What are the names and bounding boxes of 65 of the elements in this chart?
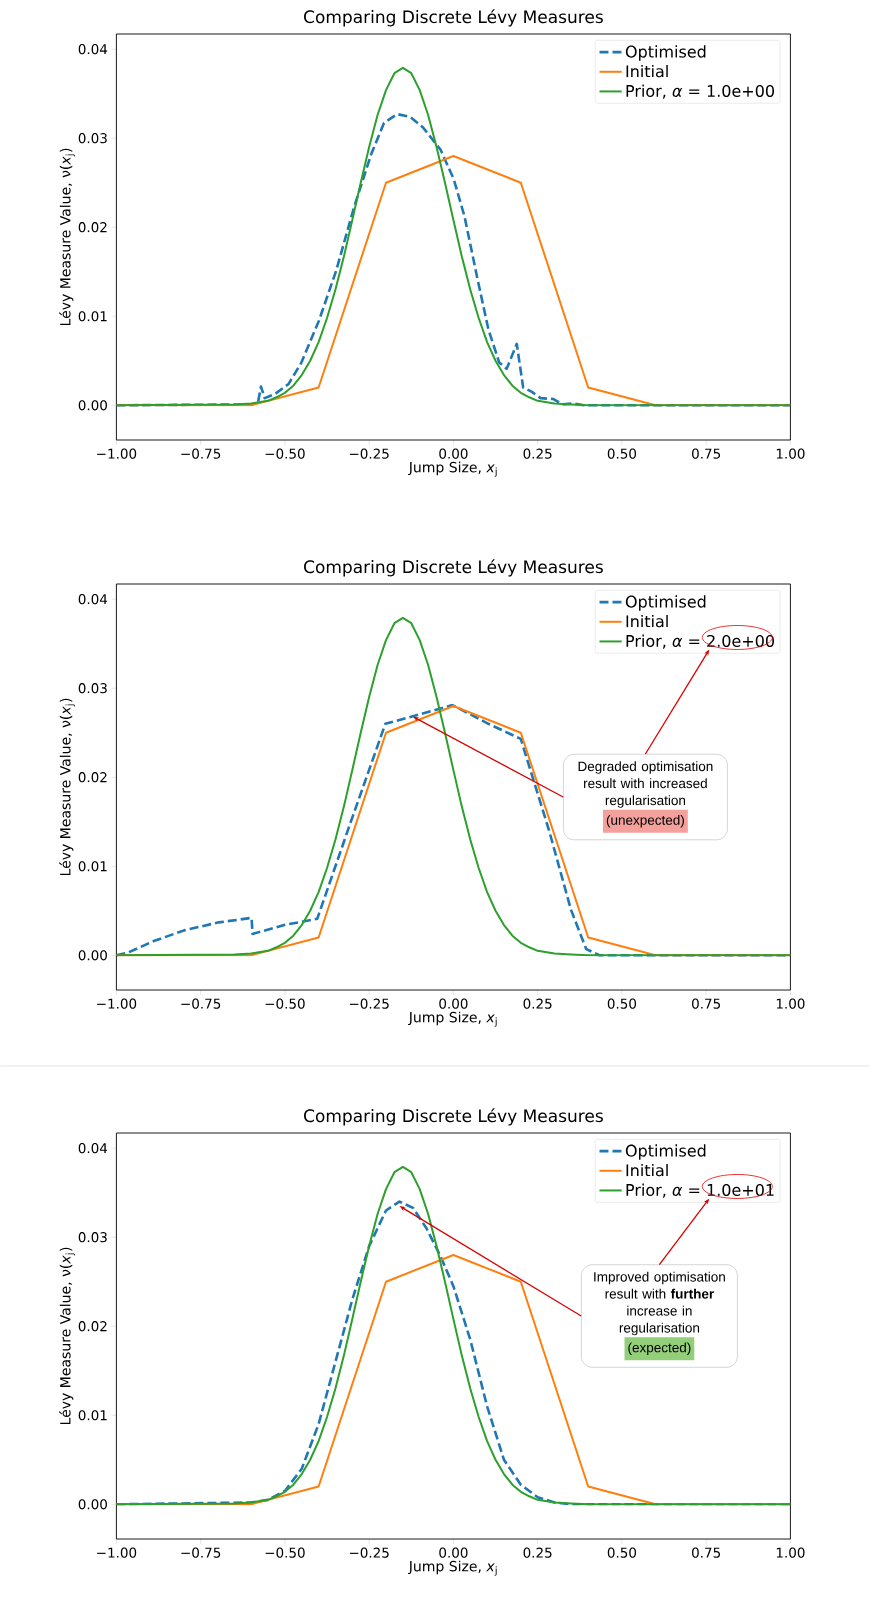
y-tick-label: 0.00 [78,1499,108,1510]
annotation: (expected) [628,1342,691,1356]
x-tick-label: 0.00 [439,998,468,1009]
x-axis-title: Jump Size, x$_{j}$ [408,1560,497,1576]
y-tick-label: 0.03 [78,133,107,144]
x-tick-label: −0.50 [265,998,305,1009]
x-tick-label: 0.00 [439,448,468,459]
y-tick-label: 0.01 [78,311,107,322]
x-tick-label: −0.75 [181,998,221,1009]
y-axis-title: Lévy Measure Value, ν(x$_{j}$) [59,698,76,876]
x-tick-label: 0.25 [523,448,552,459]
legend-label: Initial [626,614,668,628]
x-tick-label: 0.50 [607,998,637,1009]
x-tick-label: 0.75 [692,998,721,1009]
x-tick-label: −0.75 [181,1547,221,1558]
chart-title: Comparing Discrete Lévy Measures [304,9,603,27]
line-series [116,616,791,957]
y-tick-label: 0.01 [78,1410,107,1421]
y-tick-label: 0.00 [78,400,108,411]
legend-label: Optimised [625,45,706,61]
y-tick-label: 0.00 [78,950,108,961]
y-tick-label: 0.04 [78,44,108,55]
y-axis-title: Lévy Measure Value, ν(x$_{j}$) [59,1247,76,1425]
x-tick-label: −1.00 [97,448,137,459]
y-tick-label: 0.01 [78,861,107,872]
x-tick-label: −1.00 [97,1547,137,1558]
chart-title: Comparing Discrete Lévy Measures [304,559,603,577]
annotation: Improved optimisation result with further increase in regularisation [594,1271,726,1336]
x-tick-label: −0.75 [181,448,221,459]
legend-label: Optimised [625,595,706,611]
legend-label: Prior, α = 2.0e+00 [626,634,775,649]
x-tick-label: 1.00 [776,998,805,1009]
y-tick-label: 0.03 [78,1232,107,1243]
x-tick-label: 0.25 [523,998,552,1009]
x-tick-label: 0.50 [607,448,637,459]
y-tick-label: 0.02 [78,1321,107,1332]
y-tick-label: 0.04 [78,594,108,605]
annotation: (unexpected) [606,814,685,828]
x-tick-label: 1.00 [776,1547,805,1558]
x-tick-label: −0.25 [349,448,389,459]
x-tick-label: −0.25 [349,1547,389,1558]
x-tick-label: 0.25 [523,1547,552,1558]
y-axis-title: Lévy Measure Value, ν(x$_{j}$) [59,148,76,326]
x-tick-label: 0.50 [607,1547,637,1558]
y-tick-label: 0.02 [78,222,107,233]
x-tick-label: −1.00 [97,998,137,1009]
x-tick-label: 0.75 [692,448,721,459]
x-tick-label: 0.75 [692,1547,721,1558]
x-axis-title: Jump Size, x$_{j}$ [408,1011,497,1027]
x-tick-label: 1.00 [776,448,805,459]
x-tick-label: −0.25 [349,998,389,1009]
legend-label: Prior, α = 1.0e+01 [626,1183,774,1198]
legend-label: Prior, α = 1.0e+00 [626,84,775,99]
x-tick-label: −0.50 [265,448,305,459]
y-tick-label: 0.03 [78,683,107,694]
chart-title: Comparing Discrete Lévy Measures [304,1108,603,1126]
y-tick-label: 0.04 [78,1143,108,1154]
annotation: Degraded optimisation result with increased regularisation [578,761,713,808]
x-axis-title: Jump Size, x$_{j}$ [408,461,497,477]
x-tick-label: −0.50 [265,1547,305,1558]
legend-label: Initial [626,64,668,78]
legend-label: Optimised [625,1144,706,1160]
legend-label: Initial [626,1163,668,1177]
y-tick-label: 0.02 [78,772,107,783]
x-tick-label: 0.00 [439,1547,468,1558]
